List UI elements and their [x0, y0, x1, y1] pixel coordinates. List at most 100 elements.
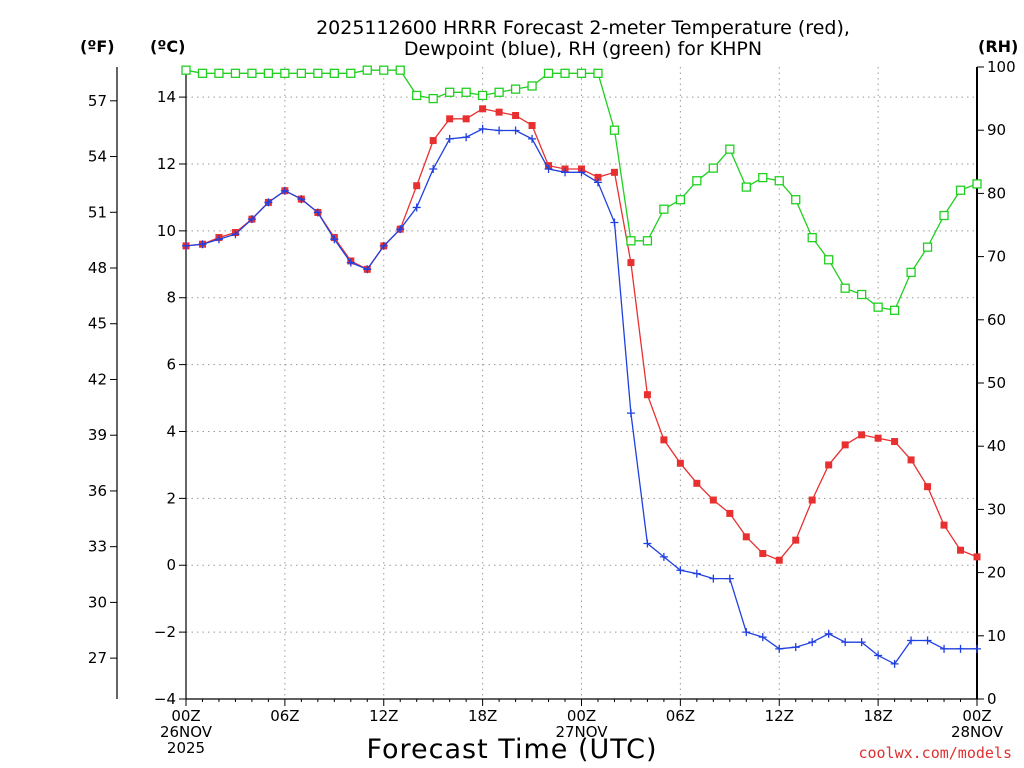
rh-tick-label: 20	[987, 564, 1006, 582]
title-line-2: Dewpoint (blue), RH (green) for KHPN	[404, 38, 762, 60]
celsius-tick-label: 8	[166, 289, 176, 307]
x-tick-label: 27NOV	[555, 723, 608, 741]
x-tick-label: 12Z	[765, 707, 794, 725]
temperature-point	[808, 496, 816, 504]
rh-point	[412, 90, 422, 101]
dewpoint-point	[857, 638, 866, 647]
temperature-point	[957, 546, 965, 554]
dewpoint-point	[412, 203, 421, 212]
temperature-point	[924, 483, 932, 491]
celsius-tick-label: 14	[157, 88, 176, 106]
temperature-point	[594, 173, 602, 181]
x-tick-label: 06Z	[666, 707, 695, 725]
rh-point	[263, 68, 274, 78]
rh-point	[346, 68, 356, 78]
rh-point	[214, 68, 224, 78]
rh-point	[609, 125, 620, 135]
dewpoint-point	[561, 168, 570, 177]
dewpoint-point	[429, 164, 438, 173]
rh-point	[626, 236, 636, 246]
series-rh	[181, 65, 982, 315]
rh-point	[477, 90, 488, 101]
celsius-tick-label: 4	[166, 422, 176, 440]
dewpoint-point	[940, 644, 949, 653]
celsius-tick-label: 2	[166, 489, 176, 507]
rh-tick-label: 10	[987, 627, 1006, 645]
rh-point	[560, 68, 570, 78]
axes	[110, 66, 984, 706]
temperature-point	[676, 459, 684, 467]
dewpoint-point	[973, 644, 981, 653]
dewpoint-point	[956, 644, 965, 653]
data-series	[181, 65, 982, 668]
rh-point	[280, 68, 290, 78]
dewpoint-point	[841, 638, 850, 647]
dewpoint-point	[182, 241, 190, 250]
temperature-point	[858, 431, 866, 439]
x-tick-label: 00Z	[171, 707, 200, 725]
rh-point	[758, 172, 768, 183]
dewpoint-point	[214, 235, 223, 244]
rh-tick-label: 40	[987, 437, 1006, 455]
dewpoint-point	[330, 235, 339, 244]
temperature-point	[775, 556, 783, 564]
dewpoint-point	[626, 409, 635, 418]
x-tick-label: 00Z	[567, 707, 596, 725]
rh-point	[461, 87, 471, 97]
temperature-point	[792, 536, 800, 544]
rh-tick-label: 30	[987, 500, 1006, 518]
dewpoint-point	[528, 134, 537, 143]
rh-point	[692, 176, 702, 186]
rh-point	[576, 68, 587, 78]
temperature-point	[512, 111, 520, 119]
rh-tick-label: 0	[987, 690, 997, 708]
rh-point	[725, 144, 735, 154]
celsius-tick-label: 6	[166, 356, 176, 374]
rh-point	[428, 93, 438, 104]
dewpoint-point	[692, 569, 701, 578]
fahrenheit-tick-label: 39	[88, 426, 107, 444]
dewpoint-point	[610, 218, 619, 227]
fahrenheit-tick-label: 42	[88, 370, 107, 388]
temperature-point	[627, 259, 635, 267]
temperature-point	[891, 438, 899, 446]
fahrenheit-tick-label: 27	[88, 649, 107, 667]
x-tick-label: 06Z	[270, 707, 299, 725]
dewpoint-point	[495, 126, 504, 135]
temperature-point	[874, 434, 882, 442]
rh-tick-label: 80	[987, 184, 1006, 202]
temperature-line	[185, 108, 978, 561]
x-tick-label: 28NOV	[951, 723, 1004, 741]
rh-unit-label: (RH)	[978, 37, 1018, 56]
rh-point	[510, 84, 521, 94]
dewpoint-point	[577, 168, 586, 177]
dewpoint-point	[346, 258, 355, 267]
rh-point	[741, 182, 751, 192]
x-tick-label: 2025	[167, 739, 205, 757]
dewpoint-point	[775, 644, 784, 653]
dewpoint-point	[725, 574, 734, 583]
fahrenheit-tick-label: 51	[88, 203, 107, 221]
rh-point	[494, 87, 504, 97]
celsius-unit-label: (ºC)	[150, 37, 185, 56]
dewpoint-point	[445, 134, 454, 143]
temperature-point	[693, 479, 701, 487]
dewpoint-point	[659, 552, 668, 561]
rh-point	[379, 65, 389, 75]
dewpoint-point	[874, 651, 883, 660]
dewpoint-point	[907, 636, 916, 645]
dewpoint-point	[313, 208, 322, 217]
dewpoint-point	[742, 628, 751, 637]
dewpoint-point	[758, 633, 767, 642]
temperature-point	[742, 533, 750, 541]
rh-point	[824, 255, 834, 265]
dewpoint-point	[478, 124, 487, 133]
temperature-point	[907, 456, 915, 464]
dewpoint-point	[379, 241, 388, 250]
celsius-tick-label: −4	[154, 690, 176, 708]
rh-point	[543, 68, 554, 78]
dewpoint-point	[791, 643, 800, 652]
rh-tick-label: 100	[987, 58, 1016, 76]
fahrenheit-tick-label: 33	[88, 538, 107, 556]
